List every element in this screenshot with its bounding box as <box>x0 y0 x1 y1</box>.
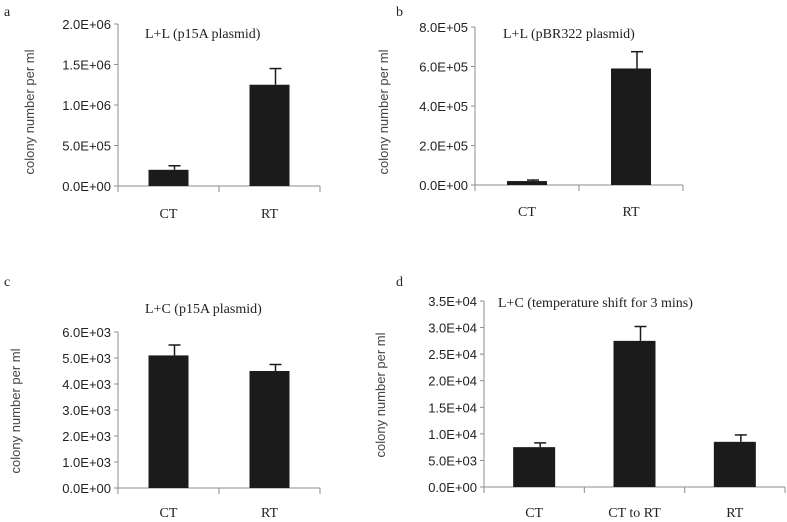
bar <box>148 355 189 488</box>
bar <box>249 371 290 488</box>
x-category-label: CT to RT <box>608 506 661 521</box>
x-category-label: RT <box>261 207 278 222</box>
y-tick-label: 5.0E+05 <box>62 139 111 154</box>
y-tick-label: 0.0E+00 <box>62 481 111 496</box>
bar <box>513 447 556 487</box>
y-tick-label: 0.0E+00 <box>419 178 468 193</box>
panel-b: b L+L (pBR322 plasmid) colony number per… <box>376 5 684 220</box>
panel-d-plot: 0.0E+00 5.0E+03 1.0E+04 1.5E+04 2.0E+04 2.5E+… <box>428 294 786 521</box>
panel-a-letter: a <box>4 5 11 20</box>
y-tick-label: 2.5E+04 <box>428 347 477 362</box>
y-tick-label: 2.0E+06 <box>62 17 111 32</box>
y-tick-label: 0.0E+00 <box>62 179 111 194</box>
y-tick-label: 2.0E+04 <box>428 374 477 389</box>
panel-a-title: L+L (p15A plasmid) <box>145 27 261 42</box>
y-tick-label: 2.0E+03 <box>62 429 111 444</box>
y-tick-label: 4.0E+03 <box>62 377 111 392</box>
y-tick-label: 1.0E+06 <box>62 98 111 113</box>
x-category-label: CT <box>160 506 178 521</box>
panel-d-ylabel: colony number per ml <box>373 332 388 457</box>
panel-c-plot: 0.0E+00 1.0E+03 2.0E+03 3.0E+03 4.0E+03 5.0E+… <box>62 325 321 521</box>
y-tick-label: 1.5E+06 <box>62 58 111 73</box>
bar <box>713 441 756 487</box>
y-tick-label: 1.0E+04 <box>428 427 477 442</box>
panel-d-letter: d <box>396 275 403 290</box>
y-tick-label: 5.0E+03 <box>428 453 477 468</box>
y-tick-label: 5.0E+03 <box>62 351 111 366</box>
panel-c-ylabel: colony number per ml <box>8 348 23 473</box>
y-tick-label: 6.0E+03 <box>62 325 111 340</box>
y-tick-label: 1.5E+04 <box>428 400 477 415</box>
panel-b-title: L+L (pBR322 plasmid) <box>503 27 635 42</box>
y-tick-label: 2.0E+05 <box>419 139 468 154</box>
x-category-label: RT <box>622 205 639 220</box>
x-category-label: CT <box>518 205 536 220</box>
y-tick-label: 6.0E+05 <box>419 60 468 75</box>
y-tick-label: 0.0E+00 <box>428 480 477 495</box>
x-category-label: CT <box>160 207 178 222</box>
y-tick-label: 4.0E+05 <box>419 99 468 114</box>
y-tick-label: 1.0E+03 <box>62 455 111 470</box>
panel-b-letter: b <box>396 5 403 20</box>
bar <box>507 181 547 185</box>
panel-b-plot: 0.0E+00 2.0E+05 4.0E+05 6.0E+05 8.0E+05 CT RT <box>419 20 684 220</box>
panel-c-letter: c <box>4 275 10 290</box>
y-tick-label: 3.5E+04 <box>428 294 477 309</box>
x-category-label: RT <box>726 506 743 521</box>
bar <box>148 169 189 186</box>
panel-a-ylabel: colony number per ml <box>22 49 37 174</box>
panel-d-title: L+C (temperature shift for 3 mins) <box>498 296 693 311</box>
bar <box>249 84 290 186</box>
panel-a-plot: 0.0E+00 5.0E+05 1.0E+06 1.5E+06 2.0E+06 CT RT <box>62 17 321 222</box>
panel-b-ylabel: colony number per ml <box>376 49 391 174</box>
panel-c-title: L+C (p15A plasmid) <box>145 302 262 317</box>
y-tick-label: 3.0E+03 <box>62 403 111 418</box>
bar <box>611 68 651 185</box>
y-tick-label: 3.0E+04 <box>428 321 477 336</box>
x-category-label: CT <box>525 506 543 521</box>
panel-c: c L+C (p15A plasmid) colony number per m… <box>4 275 321 521</box>
panel-d: d L+C (temperature shift for 3 mins) col… <box>373 275 786 521</box>
y-tick-label: 8.0E+05 <box>419 20 468 35</box>
x-category-label: RT <box>261 506 278 521</box>
panel-a: a L+L (p15A plasmid) colony number per m… <box>4 5 321 222</box>
bar <box>613 340 656 487</box>
